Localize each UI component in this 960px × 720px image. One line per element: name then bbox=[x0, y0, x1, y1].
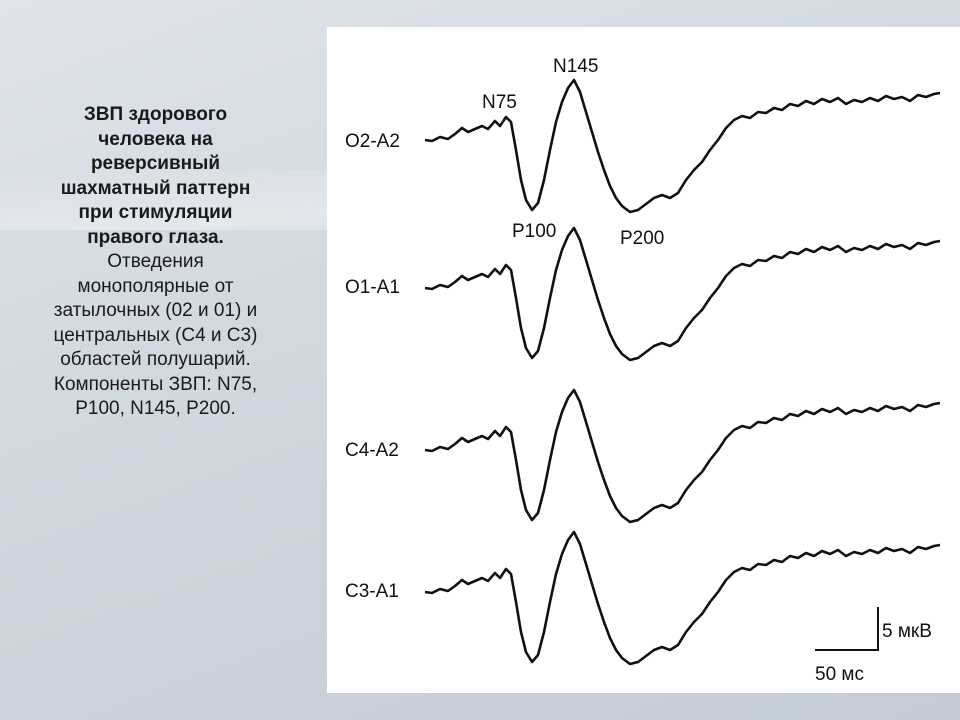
component-label: P100 bbox=[512, 221, 556, 242]
description-title: ЗВП здорового человека на реверсивный ша… bbox=[60, 104, 251, 248]
channel-label: O2-A2 bbox=[345, 131, 400, 152]
component-label: N145 bbox=[553, 56, 598, 77]
component-label: P200 bbox=[620, 228, 664, 249]
description-text: Отведения монополярные от затылочных (02… bbox=[53, 251, 258, 419]
waveform bbox=[423, 226, 942, 362]
figure-panel bbox=[327, 27, 960, 693]
waveform bbox=[423, 530, 942, 666]
channel-label: C4-A2 bbox=[345, 440, 399, 461]
scale-amplitude: 5 мкВ bbox=[882, 621, 932, 642]
channel-label: C3-A1 bbox=[345, 581, 399, 602]
channel-label: O1-A1 bbox=[345, 277, 400, 298]
component-label: N75 bbox=[482, 92, 517, 113]
scale-bar bbox=[815, 607, 879, 651]
description: ЗВП здорового человека на реверсивный ша… bbox=[48, 103, 263, 422]
scale-time: 50 мс bbox=[815, 664, 864, 685]
waveform bbox=[423, 388, 942, 524]
